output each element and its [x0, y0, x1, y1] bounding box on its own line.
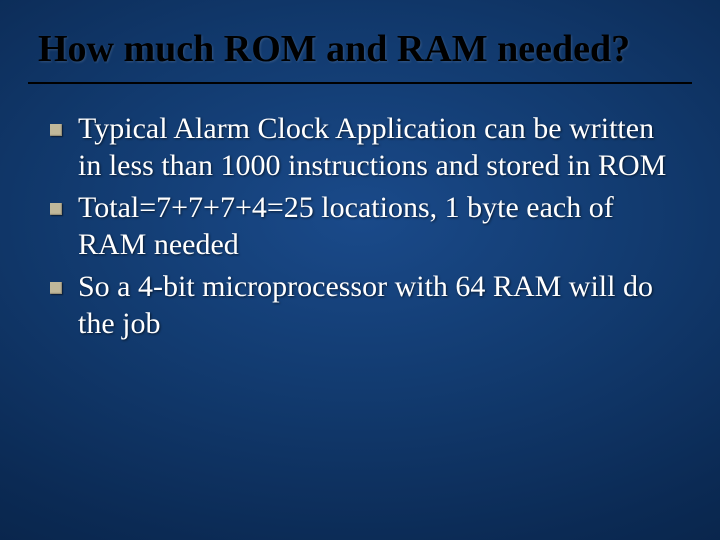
square-bullet-icon: [50, 282, 62, 294]
list-item: Total=7+7+7+4=25 locations, 1 byte each …: [50, 189, 670, 264]
list-item: Typical Alarm Clock Application can be w…: [50, 110, 670, 185]
bullet-list: Typical Alarm Clock Application can be w…: [0, 84, 720, 343]
bullet-text: So a 4-bit microprocessor with 64 RAM wi…: [78, 268, 670, 343]
square-bullet-icon: [50, 124, 62, 136]
square-bullet-icon: [50, 203, 62, 215]
slide: How much ROM and RAM needed? Typical Ala…: [0, 0, 720, 540]
bullet-text: Typical Alarm Clock Application can be w…: [78, 110, 670, 185]
bullet-text: Total=7+7+7+4=25 locations, 1 byte each …: [78, 189, 670, 264]
list-item: So a 4-bit microprocessor with 64 RAM wi…: [50, 268, 670, 343]
slide-title: How much ROM and RAM needed?: [0, 0, 720, 72]
